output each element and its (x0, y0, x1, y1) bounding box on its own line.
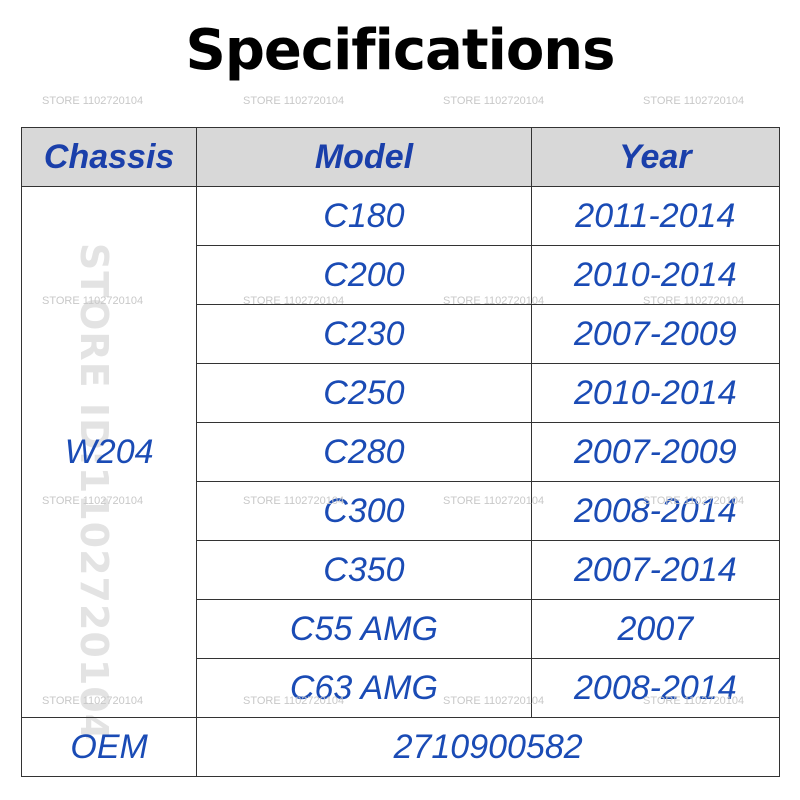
model-cell: C63 AMG (196, 658, 532, 718)
model-cell: C200 (196, 245, 532, 305)
year-cell: 2008-2014 (530, 481, 781, 541)
year-cell: 2010-2014 (530, 245, 781, 305)
watermark: STORE 1102720104 (643, 495, 745, 507)
specifications-table: Chassis Model Year W204 C180 2011-2014 C… (20, 127, 781, 777)
header-chassis: Chassis (20, 127, 198, 187)
year-cell: 2007 (530, 599, 781, 659)
model-cell: C180 (196, 186, 532, 246)
watermark: STORE 1102720104 (443, 695, 545, 707)
table-row: C63 AMG 2008-2014 (22, 658, 781, 718)
table-row: C55 AMG 2007 (22, 599, 781, 659)
table-row: C200 2010-2014 (22, 245, 781, 305)
watermark: STORE 1102720104 (243, 695, 345, 707)
oem-value: 2710900582 (196, 717, 780, 777)
table-header-row: Chassis Model Year (20, 127, 781, 187)
model-cell: C350 (196, 540, 532, 600)
model-cell: C230 (196, 304, 532, 364)
watermark: STORE 1102720104 (42, 695, 144, 707)
watermark: STORE 1102720104 (643, 95, 745, 107)
year-cell: 2007-2009 (530, 304, 781, 364)
header-model: Model (196, 127, 532, 187)
oem-label: OEM (20, 717, 198, 777)
watermark: STORE 1102720104 (643, 295, 745, 307)
year-cell: 2011-2014 (530, 186, 781, 246)
table-row: C350 2007-2014 (22, 540, 781, 600)
watermark: STORE 1102720104 (42, 95, 144, 107)
page-title: Specifications (185, 18, 616, 83)
year-cell: 2010-2014 (530, 363, 781, 423)
model-cell: C250 (196, 363, 532, 423)
year-cell: 2007-2014 (530, 540, 781, 600)
model-cell: C300 (196, 481, 532, 541)
watermark: STORE 1102720104 (243, 95, 345, 107)
watermark: STORE 1102720104 (443, 295, 545, 307)
header-year: Year (530, 127, 781, 187)
watermark: STORE 1102720104 (42, 295, 144, 307)
watermark: STORE 1102720104 (643, 695, 745, 707)
model-cell: C280 (196, 422, 532, 482)
watermark: STORE 1102720104 (42, 495, 144, 507)
oem-row: OEM 2710900582 (20, 717, 780, 777)
chassis-cell: W204 (20, 186, 198, 718)
watermark: STORE 1102720104 (443, 495, 545, 507)
model-cell: C55 AMG (196, 599, 532, 659)
watermark: STORE 1102720104 (243, 295, 345, 307)
year-cell: 2007-2009 (530, 422, 781, 482)
table-row: C300 2008-2014 (22, 481, 781, 541)
year-cell: 2008-2014 (530, 658, 781, 718)
watermark: STORE 1102720104 (243, 495, 345, 507)
table-row: W204 C180 2011-2014 (20, 186, 781, 718)
watermark: STORE 1102720104 (443, 95, 545, 107)
